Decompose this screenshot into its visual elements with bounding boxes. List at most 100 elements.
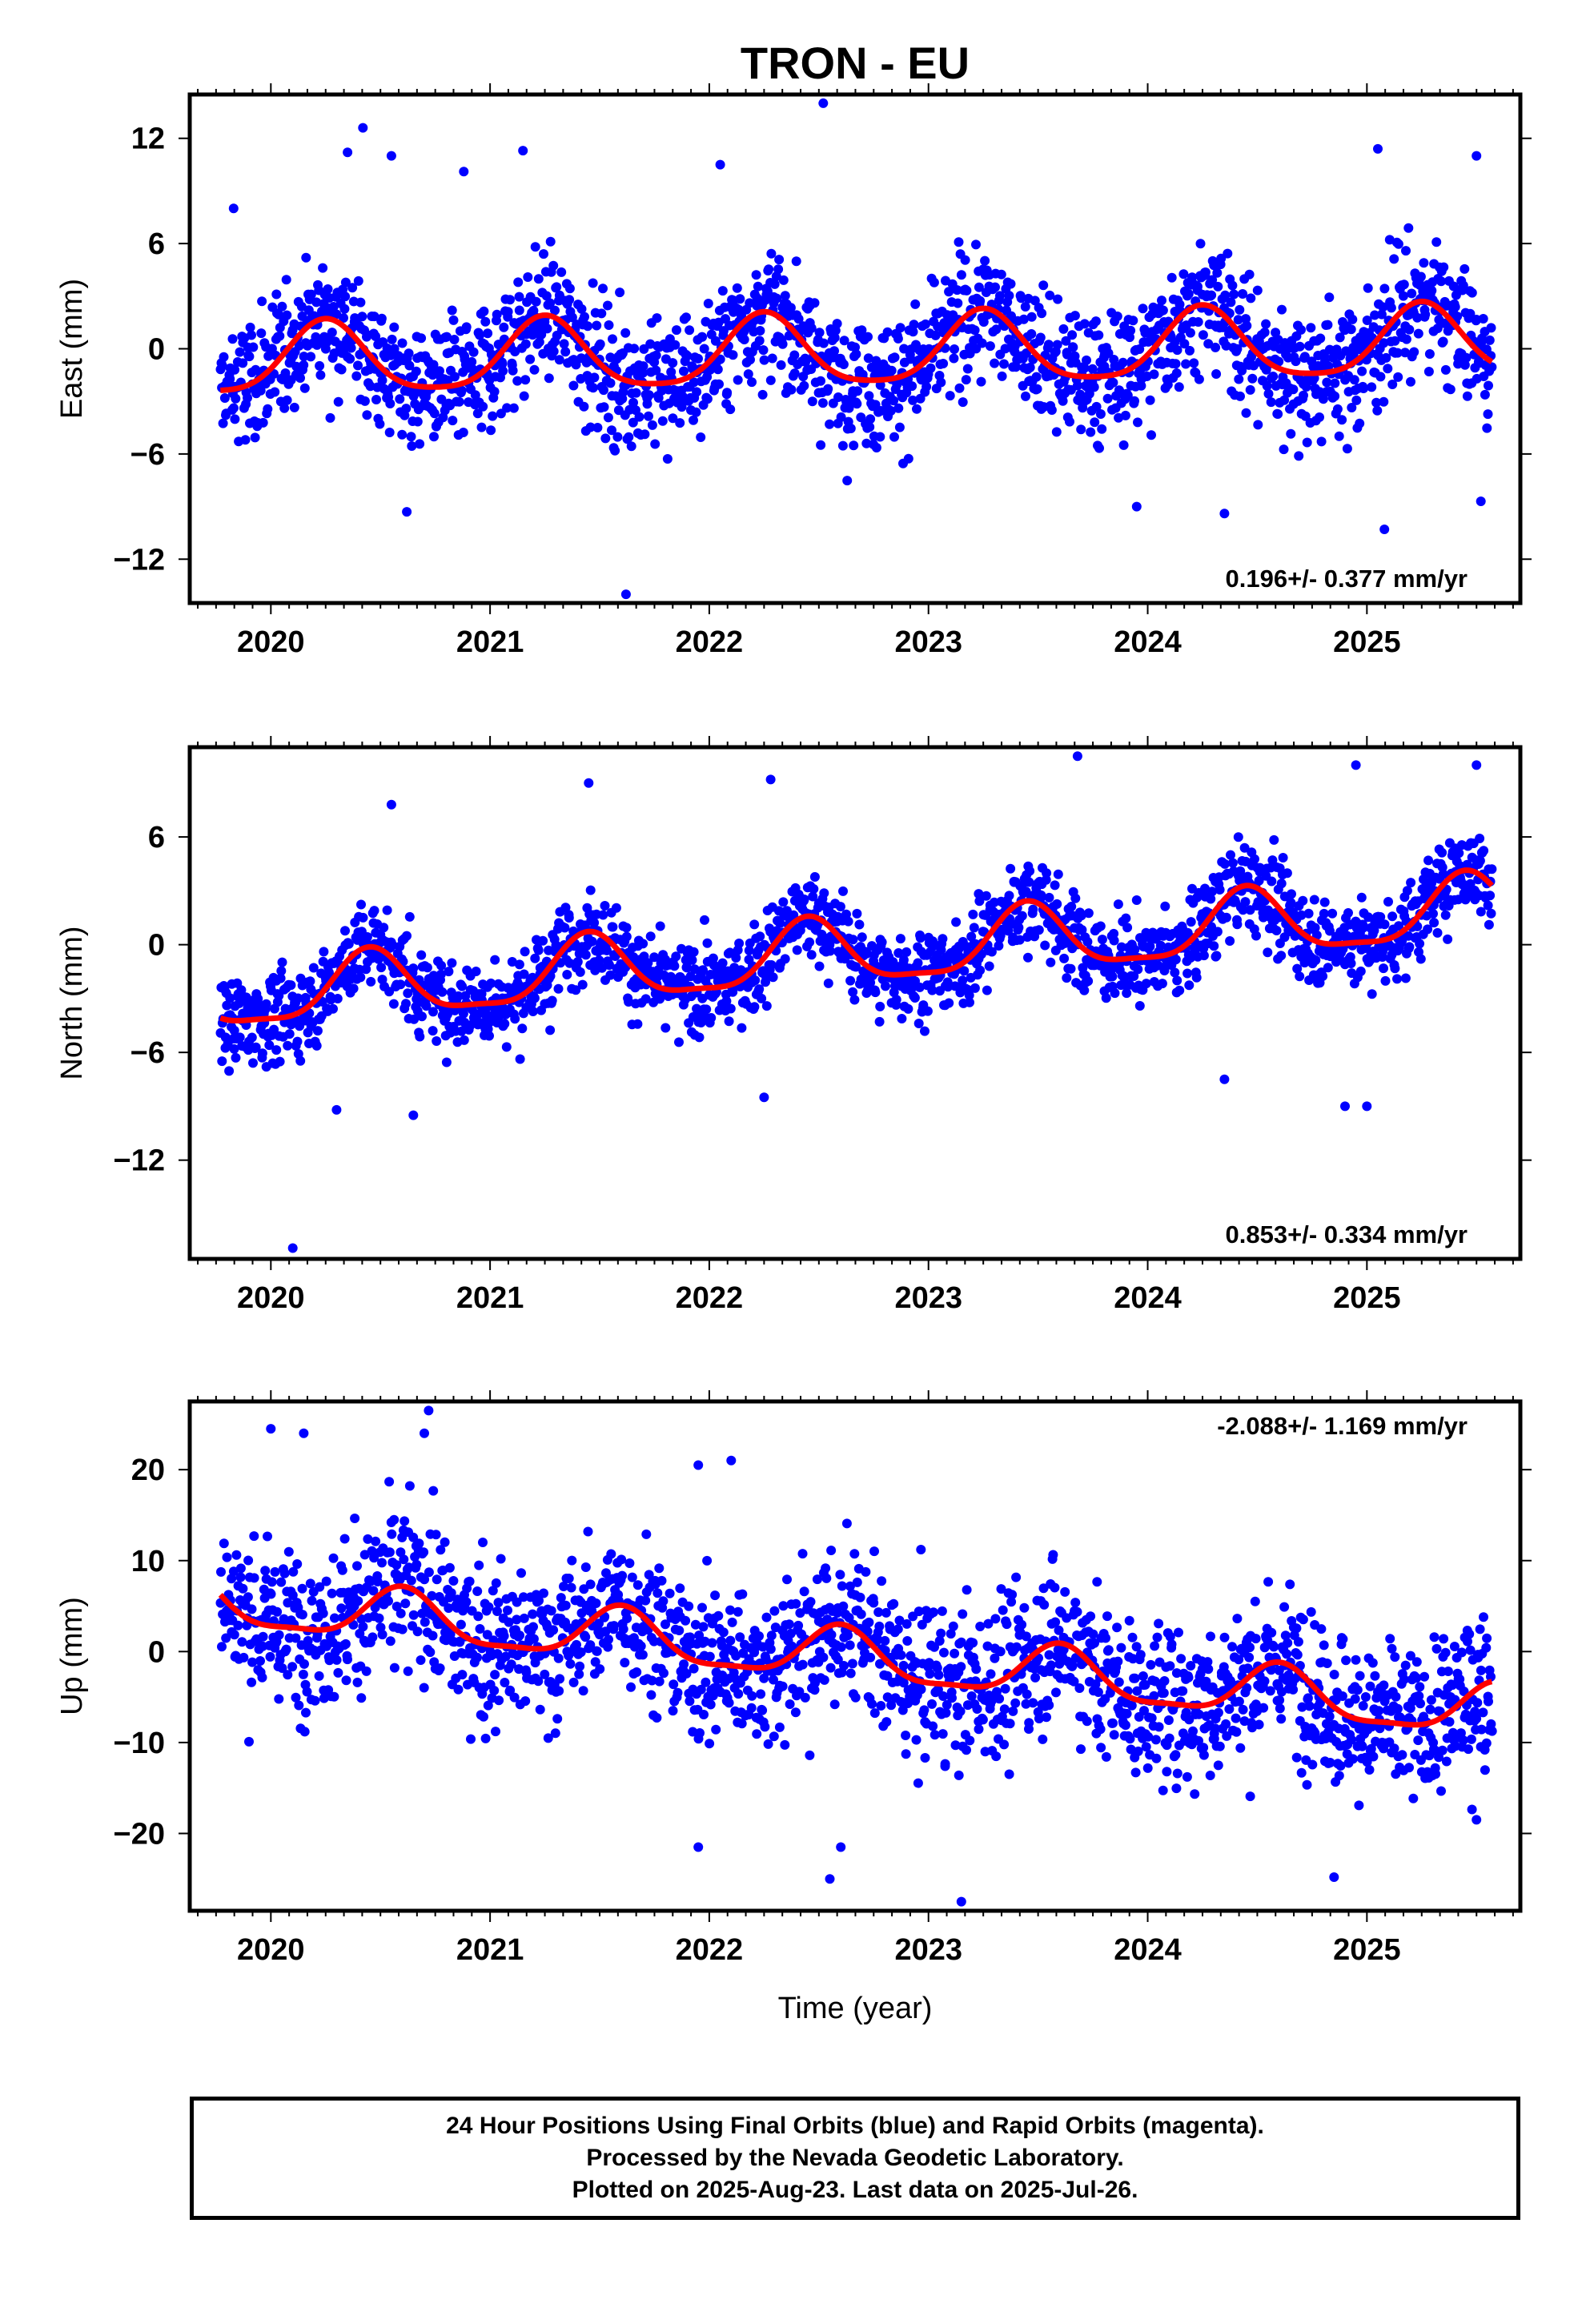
- data-point: [1066, 902, 1077, 911]
- data-point: [1467, 287, 1477, 298]
- east-rate-label: 0.196+/- 0.377 mm/yr: [1226, 565, 1468, 593]
- data-point: [819, 888, 829, 899]
- data-point: [575, 967, 585, 977]
- data-point: [491, 1727, 500, 1737]
- data-point: [510, 1014, 520, 1024]
- data-point: [1420, 309, 1431, 320]
- y-tick-label: −6: [130, 1036, 165, 1070]
- data-point: [691, 407, 701, 417]
- data-point: [1263, 947, 1273, 958]
- data-point: [1477, 336, 1488, 346]
- data-point: [1274, 356, 1284, 367]
- data-point: [695, 1728, 705, 1738]
- data-point: [396, 1547, 406, 1558]
- data-point: [565, 1659, 576, 1669]
- data-point: [965, 997, 974, 1007]
- data-point: [629, 344, 640, 354]
- data-point: [689, 947, 699, 957]
- data-point: [483, 328, 493, 339]
- data-point: [862, 986, 873, 995]
- data-point: [473, 1611, 484, 1622]
- data-point: [377, 1558, 387, 1568]
- data-point: [644, 411, 653, 421]
- data-point: [829, 332, 840, 343]
- data-point: [1220, 290, 1231, 300]
- data-point: [641, 1529, 652, 1539]
- data-point: [567, 312, 577, 323]
- data-point: [1066, 963, 1076, 974]
- data-point: [652, 313, 662, 324]
- data-point: [1112, 312, 1122, 321]
- data-point: [651, 350, 661, 360]
- data-point: [589, 372, 600, 383]
- data-point: [780, 291, 790, 301]
- data-point: [235, 347, 245, 357]
- data-point: [534, 337, 544, 348]
- data-point: [1480, 389, 1490, 400]
- east-fit-line: [219, 298, 1494, 393]
- data-point: [863, 353, 873, 364]
- data-point: [1159, 966, 1170, 975]
- data-point: [724, 1698, 734, 1708]
- data-point: [853, 386, 863, 396]
- data-point: [1454, 848, 1464, 858]
- data-point: [274, 309, 283, 320]
- data-point: [1077, 925, 1087, 935]
- data-point: [243, 1592, 253, 1602]
- data-point: [1178, 269, 1189, 279]
- data-point: [231, 393, 241, 404]
- data-point: [732, 283, 742, 293]
- data-point: [615, 287, 625, 298]
- data-point: [1415, 271, 1426, 282]
- data-point: [479, 1711, 488, 1722]
- data-point: [668, 358, 678, 368]
- data-point: [669, 961, 680, 971]
- data-point: [1439, 262, 1449, 272]
- data-point: [282, 310, 292, 320]
- data-point: [746, 1703, 757, 1713]
- data-point: [450, 372, 460, 382]
- data-point: [299, 1659, 309, 1669]
- data-point: [1193, 317, 1203, 327]
- data-point: [984, 961, 994, 971]
- data-point: [603, 1642, 613, 1652]
- data-point: [728, 350, 738, 360]
- data-point: [235, 1572, 246, 1582]
- data-point: [592, 320, 602, 331]
- data-point: [453, 1684, 464, 1695]
- data-point: [302, 1687, 312, 1697]
- data-point: [938, 359, 949, 368]
- data-point: [270, 1566, 280, 1577]
- data-point: [1483, 900, 1493, 911]
- data-point: [1343, 908, 1353, 918]
- data-point: [408, 1110, 419, 1120]
- data-point: [241, 992, 251, 1003]
- data-point: [905, 354, 916, 364]
- data-point: [247, 1604, 257, 1614]
- data-point: [461, 1597, 472, 1607]
- data-point: [583, 1526, 593, 1537]
- data-point: [915, 933, 926, 943]
- data-point: [765, 774, 776, 785]
- data-point: [1021, 391, 1030, 401]
- data-point: [448, 1576, 459, 1586]
- data-point: [1310, 923, 1320, 933]
- data-point: [754, 336, 765, 346]
- data-point: [701, 1677, 711, 1687]
- data-point: [340, 926, 350, 936]
- data-point: [980, 255, 990, 266]
- data-point: [734, 939, 745, 948]
- data-point: [1004, 891, 1014, 901]
- data-point: [1095, 409, 1106, 419]
- data-point: [281, 275, 291, 285]
- data-point: [1131, 501, 1142, 512]
- data-point: [1428, 909, 1438, 919]
- data-point: [1174, 300, 1185, 310]
- data-point: [345, 354, 355, 364]
- data-point: [747, 377, 757, 388]
- data-point: [548, 1625, 559, 1635]
- data-point: [758, 345, 769, 356]
- data-point: [620, 1658, 630, 1668]
- data-point: [355, 972, 366, 983]
- data-point: [737, 1023, 747, 1033]
